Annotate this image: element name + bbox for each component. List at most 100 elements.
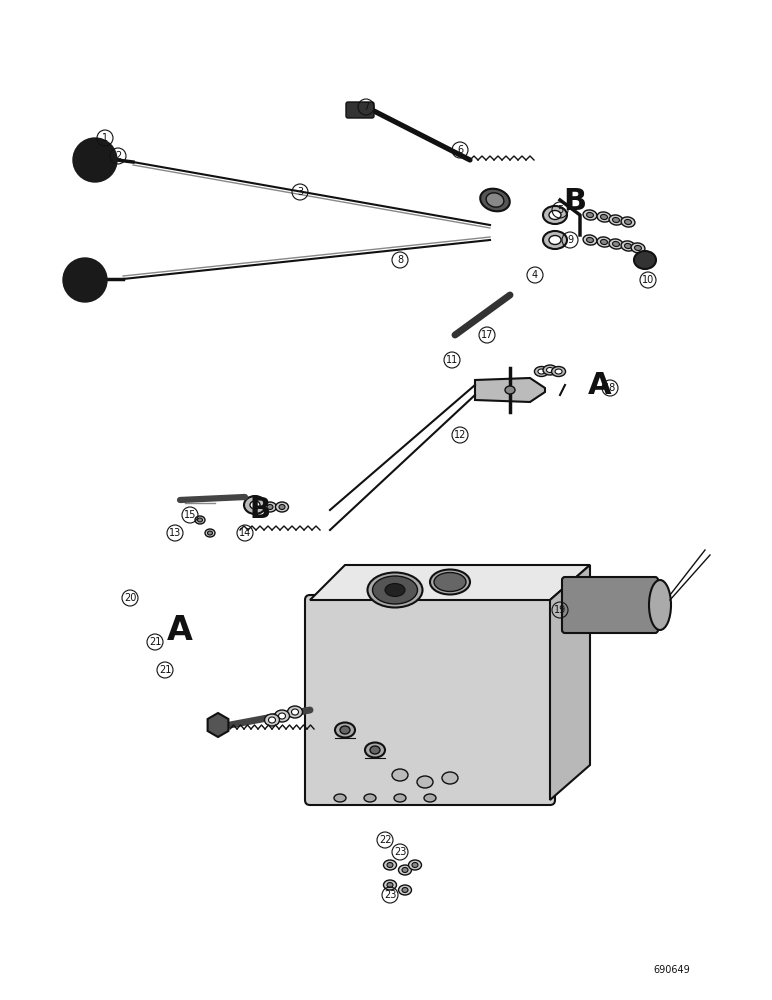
Ellipse shape [373, 576, 418, 604]
Text: 23: 23 [384, 890, 396, 900]
Ellipse shape [631, 243, 645, 253]
Text: 14: 14 [239, 528, 251, 538]
Ellipse shape [543, 206, 567, 224]
Ellipse shape [486, 193, 504, 207]
Text: 11: 11 [446, 355, 458, 365]
Ellipse shape [534, 367, 548, 377]
Text: 3: 3 [297, 187, 303, 197]
Ellipse shape [402, 867, 408, 872]
Text: 2: 2 [115, 151, 121, 161]
Ellipse shape [244, 496, 266, 514]
Circle shape [73, 138, 117, 182]
Ellipse shape [384, 860, 397, 870]
Ellipse shape [279, 713, 286, 719]
Polygon shape [550, 565, 590, 800]
Ellipse shape [364, 794, 376, 802]
FancyBboxPatch shape [562, 577, 658, 633]
Ellipse shape [583, 210, 597, 220]
Text: 12: 12 [454, 430, 466, 440]
Ellipse shape [394, 794, 406, 802]
Ellipse shape [365, 742, 385, 758]
Ellipse shape [543, 231, 567, 249]
Ellipse shape [263, 502, 276, 512]
Ellipse shape [625, 243, 631, 249]
Text: 23: 23 [394, 847, 406, 857]
Text: 18: 18 [604, 383, 616, 393]
Text: 6: 6 [457, 145, 463, 155]
Ellipse shape [424, 794, 436, 802]
Ellipse shape [392, 769, 408, 781]
Text: 690649: 690649 [653, 965, 690, 975]
Ellipse shape [267, 504, 273, 510]
Ellipse shape [385, 584, 405, 596]
Text: 21: 21 [159, 665, 171, 675]
Text: A: A [588, 370, 612, 399]
Ellipse shape [587, 212, 594, 218]
Ellipse shape [269, 717, 276, 723]
FancyBboxPatch shape [346, 102, 374, 118]
Ellipse shape [625, 219, 631, 225]
Ellipse shape [412, 862, 418, 867]
Text: 19: 19 [554, 605, 566, 615]
Ellipse shape [583, 235, 597, 245]
Ellipse shape [287, 706, 303, 718]
Text: B: B [564, 188, 587, 217]
Text: 13: 13 [169, 528, 181, 538]
Ellipse shape [195, 516, 205, 524]
Ellipse shape [543, 365, 557, 375]
Ellipse shape [649, 580, 671, 630]
Ellipse shape [387, 862, 393, 867]
Text: A: A [167, 613, 193, 647]
Ellipse shape [549, 211, 561, 220]
Text: 22: 22 [379, 835, 391, 845]
Ellipse shape [417, 776, 433, 788]
Text: 20: 20 [124, 593, 136, 603]
Polygon shape [208, 713, 229, 737]
Ellipse shape [279, 504, 285, 510]
Ellipse shape [601, 239, 608, 245]
Ellipse shape [538, 369, 545, 374]
Text: 9: 9 [567, 235, 573, 245]
Text: 4: 4 [532, 270, 538, 280]
Ellipse shape [387, 882, 393, 888]
Ellipse shape [551, 367, 566, 377]
Text: B: B [249, 496, 270, 524]
Ellipse shape [208, 531, 212, 535]
Ellipse shape [612, 241, 619, 247]
Ellipse shape [597, 212, 611, 222]
Text: 7: 7 [363, 102, 369, 112]
FancyBboxPatch shape [305, 595, 555, 805]
Ellipse shape [612, 217, 619, 223]
Ellipse shape [430, 570, 470, 594]
Ellipse shape [547, 367, 554, 372]
Text: 8: 8 [397, 255, 403, 265]
Ellipse shape [384, 880, 397, 890]
Ellipse shape [370, 746, 380, 754]
Ellipse shape [335, 722, 355, 738]
Ellipse shape [597, 237, 611, 247]
Ellipse shape [265, 714, 279, 726]
Ellipse shape [402, 888, 408, 892]
Ellipse shape [505, 386, 515, 394]
Ellipse shape [601, 214, 608, 220]
Text: 5: 5 [557, 205, 563, 215]
Ellipse shape [634, 251, 656, 269]
Ellipse shape [408, 860, 422, 870]
Ellipse shape [549, 235, 561, 244]
Polygon shape [310, 565, 590, 600]
Ellipse shape [198, 518, 202, 522]
Ellipse shape [340, 726, 350, 734]
Ellipse shape [555, 369, 562, 374]
Ellipse shape [635, 245, 642, 251]
Ellipse shape [442, 772, 458, 784]
Ellipse shape [434, 572, 466, 591]
Ellipse shape [621, 217, 635, 227]
Ellipse shape [609, 215, 623, 225]
Ellipse shape [334, 794, 346, 802]
Circle shape [63, 258, 107, 302]
Text: 15: 15 [184, 510, 196, 520]
Ellipse shape [480, 189, 510, 211]
Ellipse shape [250, 501, 260, 509]
Ellipse shape [205, 529, 215, 537]
Ellipse shape [398, 885, 411, 895]
